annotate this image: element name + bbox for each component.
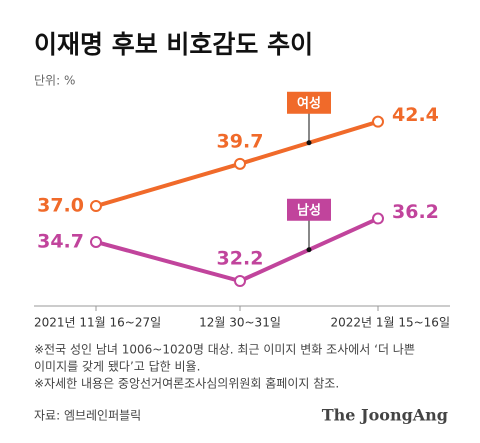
point [234, 275, 246, 288]
value-label: 32.2 [217, 248, 264, 270]
legend-box [287, 91, 331, 114]
x-tick-label: 2022년 1월 15~16일 [330, 316, 450, 330]
legend-box [287, 198, 331, 221]
point [90, 235, 102, 248]
point [372, 115, 384, 128]
chart-title: 이재명 후보 비호감도 추이 [34, 30, 313, 59]
value-label: 34.7 [37, 230, 84, 252]
point [234, 157, 246, 170]
note: ※자세한 내용은 중앙선거여론조사심의위원회 홈페이지 참조. [34, 377, 339, 391]
note: ※전국 성인 남녀 1006~1020명 대상. 최근 이미지 변화 조사에서 … [34, 343, 415, 357]
unit-label: 단위: % [34, 74, 75, 88]
legend-label: 남성 [297, 202, 321, 218]
point [90, 200, 102, 213]
legend-pointer-dot [306, 247, 312, 253]
x-tick-label: 12월 30~31일 [199, 316, 281, 330]
value-label: 39.7 [217, 130, 264, 152]
brand: The JoongAng [322, 406, 448, 425]
source: 자료: 엠브레인퍼블릭 [34, 409, 141, 423]
value-label: 36.2 [392, 201, 439, 223]
legend-pointer-dot [306, 140, 312, 146]
legend-label: 여성 [297, 95, 321, 111]
value-label: 42.4 [392, 104, 439, 126]
note: 이미지를 갖게 됐다’고 답한 비율. [34, 360, 200, 374]
point [372, 212, 384, 225]
value-label: 37.0 [37, 195, 84, 217]
x-tick-label: 2021년 11월 16~27일 [34, 316, 161, 330]
